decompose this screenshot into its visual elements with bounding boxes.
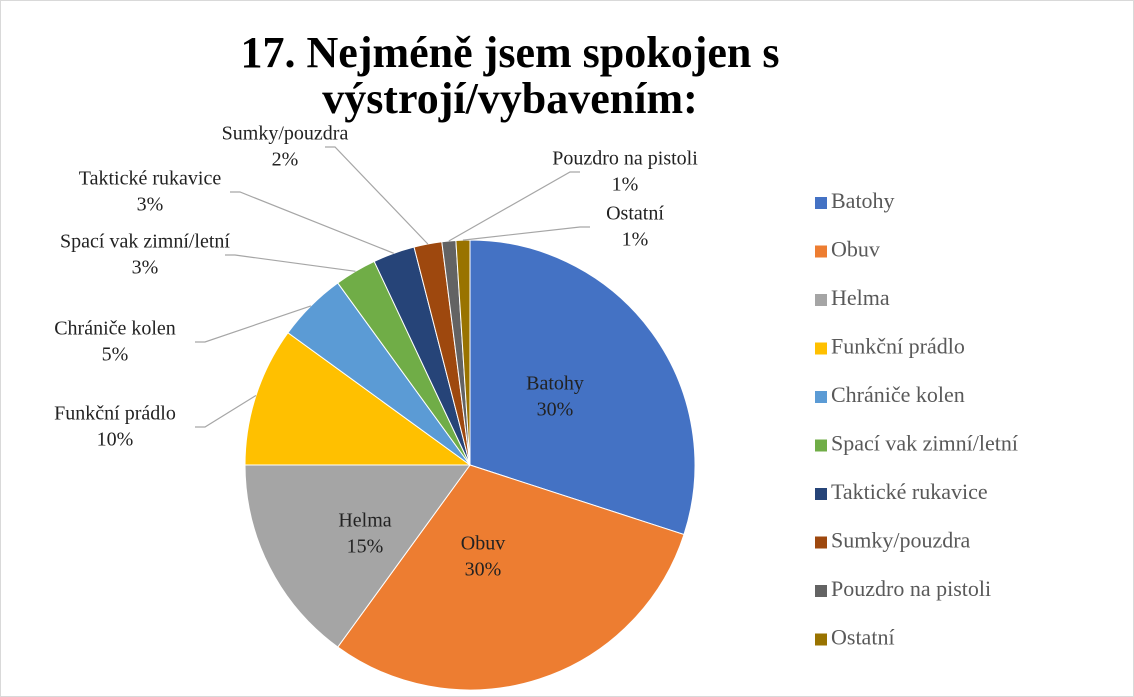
leader-line <box>195 305 312 343</box>
data-label-name: Pouzdro na pistoli <box>552 148 698 170</box>
data-label-value: 15% <box>347 536 384 558</box>
data-label-value: 30% <box>537 399 574 421</box>
leader-line <box>462 226 590 241</box>
legend-swatch <box>815 391 827 403</box>
legend-swatch <box>815 633 827 646</box>
legend-swatch <box>815 245 827 258</box>
data-label-name: Spací vak zimní/letní <box>60 231 230 253</box>
pie-slice <box>337 464 685 691</box>
data-label-name: Batohy <box>526 373 584 395</box>
data-label-name: Taktické rukavice <box>79 168 222 190</box>
data-label-name: Funkční prádlo <box>54 403 176 425</box>
leader-line <box>448 171 580 242</box>
legend-label: Helma <box>831 285 890 310</box>
data-label-value: 1% <box>622 229 649 251</box>
data-label-value: 1% <box>612 174 639 196</box>
legend-label: Sumky/pouzdra <box>831 528 971 553</box>
data-label-value: 10% <box>97 429 134 451</box>
legend-label: Taktické rukavice <box>831 479 988 504</box>
data-label-name: Helma <box>338 510 391 532</box>
legend-swatch <box>815 585 827 597</box>
leader-line <box>225 254 356 272</box>
legend-label: Batohy <box>831 188 895 213</box>
legend-label: Chrániče kolen <box>831 382 965 407</box>
legend-swatch <box>815 488 827 500</box>
legend-swatch <box>815 294 827 306</box>
data-label-name: Sumky/pouzdra <box>222 123 349 145</box>
data-label-value: 3% <box>132 257 159 279</box>
leader-line <box>230 191 395 254</box>
pie-slice <box>455 239 471 466</box>
chart-title: 17. Nejméně jsem spokojen s výstrojí/vyb… <box>240 28 780 123</box>
legend-swatch <box>815 197 827 209</box>
pie-slice <box>244 464 471 648</box>
leader-line <box>195 394 257 428</box>
legend-swatch <box>815 342 827 355</box>
pie-slice <box>469 239 696 536</box>
data-label-value: 2% <box>272 149 299 171</box>
leader-line <box>325 146 429 245</box>
legend-label: Pouzdro na pistoli <box>831 576 991 601</box>
legend-label: Spací vak zimní/letní <box>831 431 1018 456</box>
data-label-name: Chrániče kolen <box>54 318 176 340</box>
data-label-value: 3% <box>137 194 164 216</box>
data-label-name: Obuv <box>461 533 505 555</box>
data-label-name: Ostatní <box>606 203 664 225</box>
data-label-value: 30% <box>465 559 502 581</box>
data-label-value: 5% <box>102 344 129 366</box>
legend-swatch <box>815 439 827 452</box>
legend-label: Funkční prádlo <box>831 334 965 359</box>
legend-label: Obuv <box>831 237 880 262</box>
legend-label: Ostatní <box>831 625 895 650</box>
legend-swatch <box>815 536 827 549</box>
